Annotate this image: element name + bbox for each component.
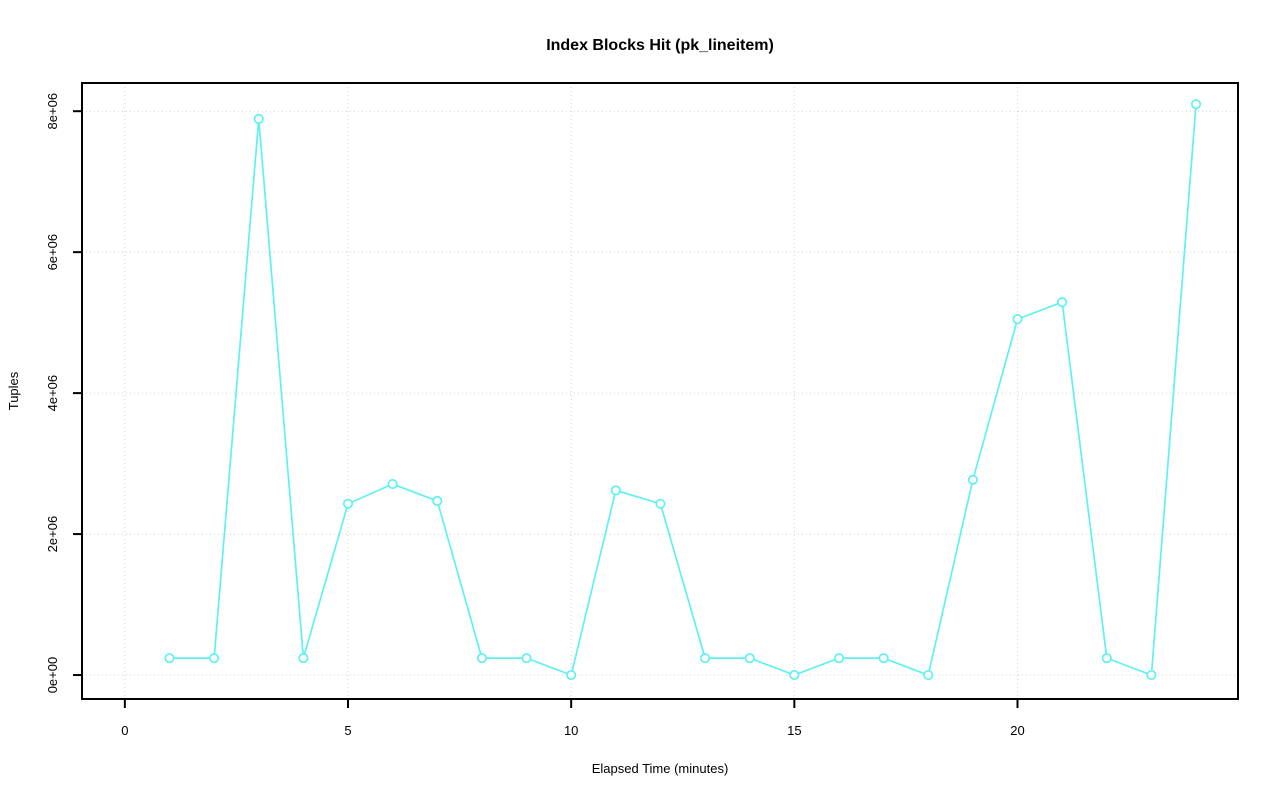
series-line	[168, 103, 1197, 676]
data-point	[833, 653, 845, 664]
x-axis-tick-label: 15	[787, 723, 801, 738]
chart-title: Index Blocks Hit (pk_lineitem)	[546, 37, 774, 54]
data-point	[655, 498, 666, 509]
y-axis-tick-label: 2e+06	[45, 516, 60, 553]
x-axis-tick-label: 5	[344, 723, 351, 738]
data-point	[744, 653, 755, 664]
plot-border	[81, 82, 1239, 700]
axis-layer: 0 5 10 15 20 0e+00 2e+06 4e+06 6e+06 8e+06	[45, 82, 1239, 738]
series-layer	[164, 99, 1202, 681]
data-point	[209, 653, 220, 664]
x-axis-title: Elapsed Time (minutes)	[592, 761, 729, 776]
data-point	[1057, 297, 1068, 308]
data-point	[700, 653, 711, 664]
data-point	[1146, 669, 1157, 681]
y-axis-tick-label: 6e+06	[45, 234, 60, 271]
data-point	[1190, 99, 1202, 110]
data-point	[610, 485, 621, 496]
data-point	[476, 653, 487, 664]
x-axis-tick-label: 0	[121, 723, 128, 738]
data-point	[253, 113, 264, 124]
data-point	[923, 669, 934, 681]
y-axis-tick-label: 8e+06	[45, 93, 60, 130]
x-axis-tick-label: 20	[1010, 723, 1024, 738]
y-axis-tick-label: 4e+06	[45, 375, 60, 412]
data-point	[878, 653, 889, 664]
data-point	[164, 653, 175, 664]
y-axis-title: Tuples	[6, 371, 21, 410]
x-axis-tick-label: 10	[564, 723, 578, 738]
data-point	[967, 474, 978, 485]
data-point	[1101, 653, 1112, 664]
y-axis-tick-label: 0e+00	[45, 657, 60, 694]
data-point	[1012, 314, 1023, 325]
data-point	[789, 669, 800, 681]
data-point	[298, 653, 309, 664]
data-point	[521, 653, 532, 664]
data-point	[432, 495, 443, 506]
data-point	[566, 669, 577, 681]
data-point	[342, 498, 354, 509]
data-point	[387, 478, 398, 490]
grid-layer	[82, 83, 1238, 699]
